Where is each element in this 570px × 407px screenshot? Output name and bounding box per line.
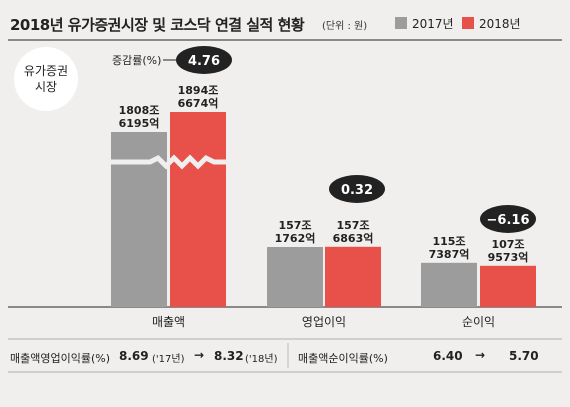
growth-rate-0: 4.76 [188,54,220,69]
bar-label-bottom-매출액-2018년: 6674억 [178,97,219,110]
bar-label-bottom-순이익-2017년: 7387억 [429,248,470,261]
category-label-영업이익: 영업이익 [302,315,346,329]
legend-swatch-2018 [462,17,474,29]
footer-net-margin-2017: 6.40 [433,349,463,363]
category-label-순이익: 순이익 [462,315,495,329]
footer-operating-margin-2018: 8.32 [214,349,244,363]
footer-operating-margin-label: 매출액영업이익률(%) [10,352,110,365]
growth-rate-1: 0.32 [341,183,373,198]
category-label-매출액: 매출액 [152,315,185,329]
market-circle [14,47,78,111]
bar-label-top-매출액-2018년: 1894조 [178,84,219,97]
growth-bubble-0 [176,46,232,74]
bar-label-top-매출액-2017년: 1808조 [119,104,160,117]
legend-swatch-2017 [395,17,407,29]
change-rate-label: 증감률(%) [112,54,161,67]
bar-label-top-순이익-2017년: 115조 [432,235,465,248]
footer-operating-margin-2018-note: ('18년) [245,354,278,365]
market-label-line-1: 유가증권 [24,64,68,78]
legend-label-2018: 2018년 [479,17,521,31]
market-label-line-2: 시장 [35,80,57,94]
bar-순이익-2017년 [421,262,477,307]
growth-rate-2: −6.16 [487,213,530,228]
bar-영업이익-2017년 [267,247,323,307]
axis-break [108,154,229,170]
bar-label-top-영업이익-2018년: 157조 [336,219,369,232]
legend-label-2017: 2017년 [412,17,454,31]
bar-label-top-순이익-2018년: 107조 [491,238,524,251]
bar-label-top-영업이익-2017년: 157조 [278,219,311,232]
bar-label-bottom-영업이익-2018년: 6863억 [333,232,374,245]
growth-bubble-1 [329,175,385,203]
bar-순이익-2018년 [480,265,536,307]
growth-bubble-2 [480,205,536,233]
bar-label-bottom-순이익-2018년: 9573억 [488,251,529,264]
bar-label-bottom-매출액-2017년: 6195억 [119,117,160,130]
footer-net-margin-2018: 5.70 [509,349,539,363]
footer-operating-margin-2017-note: ('17년) [152,354,185,365]
footer-arrow-2: → [475,348,486,362]
footer-operating-margin-2017: 8.69 [119,349,149,363]
footer-arrow-1: → [194,348,205,362]
chart-title: 2018년 유가증권시장 및 코스닥 연결 실적 현황 [10,16,305,34]
bar-영업이익-2018년 [325,246,381,307]
footer-net-margin-label: 매출액순이익률(%) [298,352,388,365]
bar-label-bottom-영업이익-2017년: 1762억 [275,232,316,245]
bar-매출액-2018년 [170,112,226,307]
unit-label: (단위 : 원) [322,21,368,32]
